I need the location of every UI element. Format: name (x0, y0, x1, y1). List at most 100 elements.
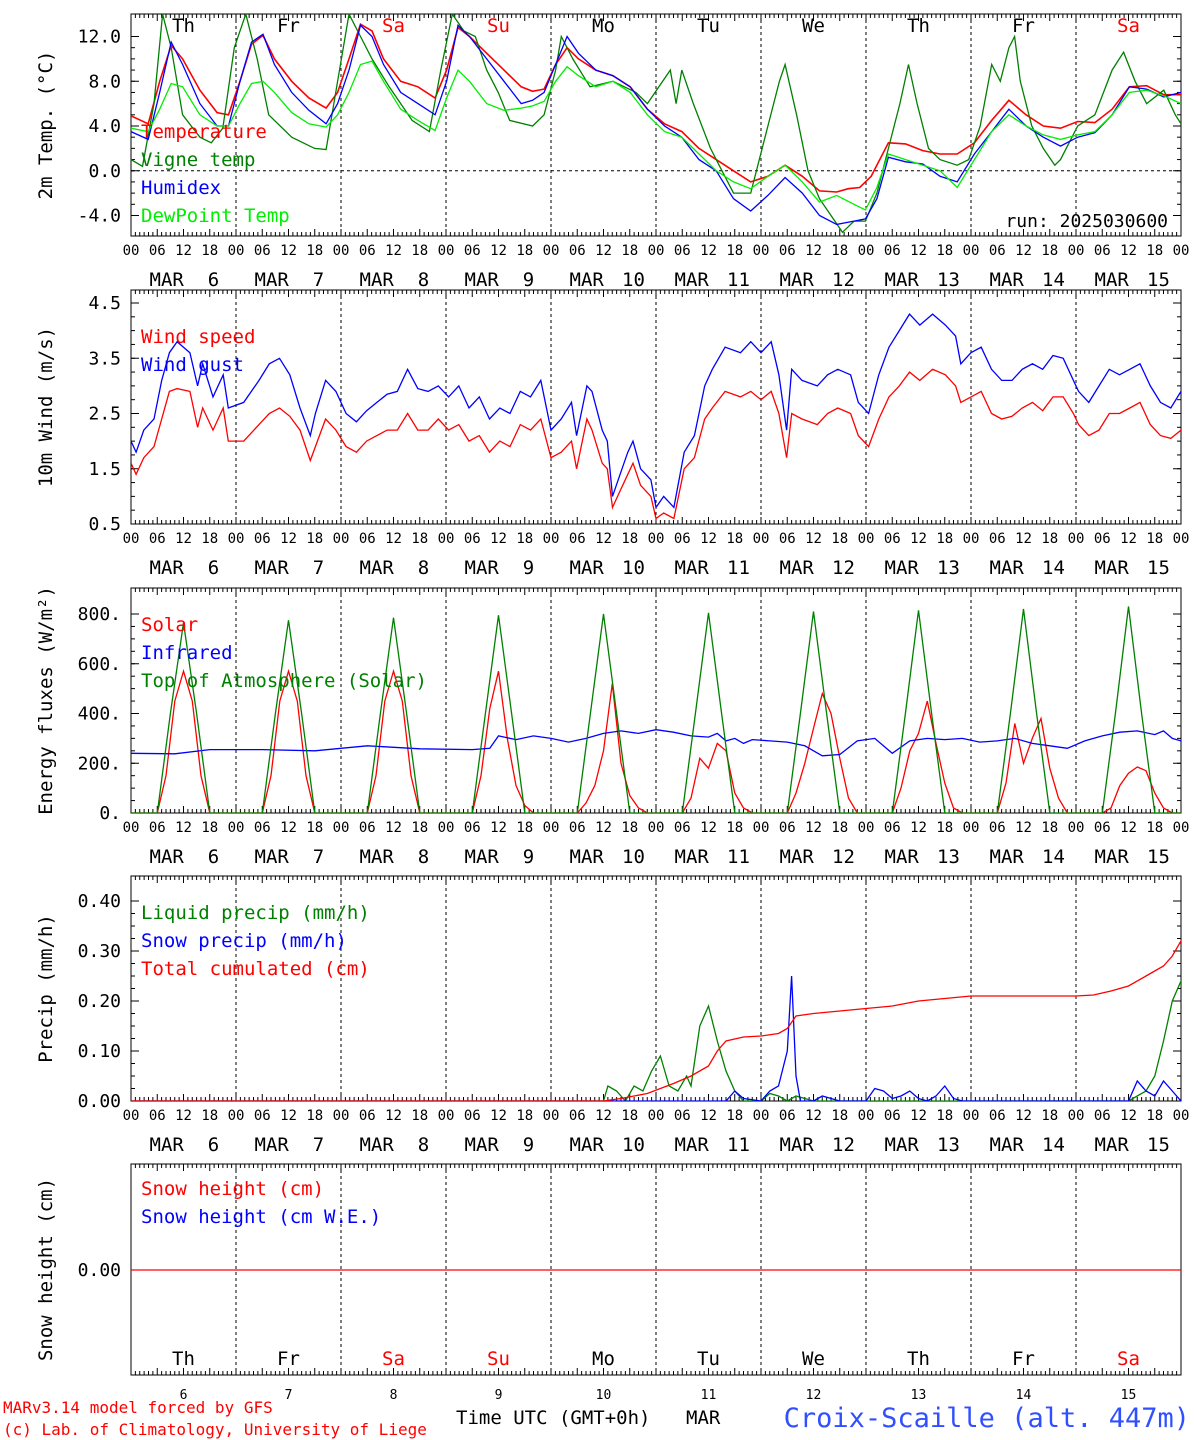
date-label: 8 (390, 1388, 398, 1403)
hour-tick-label: 12 (910, 1108, 927, 1124)
hour-tick-label: 06 (254, 531, 271, 547)
hour-tick-label: 00 (1173, 531, 1190, 547)
y-tick-label: 12.0 (78, 27, 121, 48)
hour-tick-label: 00 (753, 1108, 770, 1124)
hour-tick-label: 00 (1173, 1108, 1190, 1124)
hour-tick-label: 00 (963, 1108, 980, 1124)
series-line-top-of-atmosphere-solar- (131, 606, 1181, 813)
hour-tick-label: 00 (963, 531, 980, 547)
date-label: 9 (523, 1134, 534, 1156)
hour-tick-label: 06 (779, 531, 796, 547)
month-label: MAR (885, 557, 920, 579)
month-label: MAR (990, 269, 1025, 291)
hour-tick-label: 00 (858, 1108, 875, 1124)
month-label: MAR (885, 846, 920, 868)
date-label: 10 (622, 1134, 645, 1156)
hour-tick-label: 12 (175, 243, 192, 259)
date-label: 10 (622, 269, 645, 291)
hour-tick-label: 12 (910, 243, 927, 259)
hour-tick-label: 12 (385, 820, 402, 836)
y-tick-label: 0.40 (78, 891, 121, 912)
hour-tick-label: 06 (779, 243, 796, 259)
hour-tick-label: 06 (674, 531, 691, 547)
y-tick-label: 200. (78, 753, 121, 774)
hour-tick-label: 18 (936, 820, 953, 836)
y-tick-label: 4.0 (88, 116, 121, 137)
month-label: MAR (780, 846, 815, 868)
hour-tick-label: 06 (779, 820, 796, 836)
y-tick-label: 0.10 (78, 1041, 121, 1062)
hour-tick-label: 12 (805, 820, 822, 836)
hour-tick-label: 00 (858, 820, 875, 836)
hour-tick-label: 18 (1146, 531, 1163, 547)
station-title: Croix-Scaille (alt. 447m) (784, 1403, 1190, 1434)
hour-tick-label: 00 (123, 1108, 140, 1124)
date-label: 7 (285, 1388, 293, 1403)
hour-tick-label: 06 (779, 1108, 796, 1124)
date-label: 12 (832, 1134, 855, 1156)
month-label: MAR (780, 557, 815, 579)
month-label: MAR (570, 846, 605, 868)
day-label: Sa (382, 15, 405, 37)
hour-tick-label: 00 (963, 820, 980, 836)
hour-tick-label: 12 (595, 1108, 612, 1124)
hour-tick-label: 06 (1094, 1108, 1111, 1124)
date-label: 12 (832, 846, 855, 868)
hour-tick-label: 06 (254, 1108, 271, 1124)
hour-tick-label: 12 (280, 243, 297, 259)
hour-tick-label: 18 (621, 243, 638, 259)
hour-tick-label: 00 (753, 820, 770, 836)
hour-tick-label: 06 (359, 820, 376, 836)
hour-tick-label: 12 (175, 1108, 192, 1124)
month-label: MAR (255, 557, 290, 579)
hour-tick-label: 18 (726, 243, 743, 259)
hour-tick-label: 18 (411, 531, 428, 547)
hour-tick-label: 06 (989, 243, 1006, 259)
date-label: 9 (495, 1388, 503, 1403)
hour-tick-label: 18 (516, 1108, 533, 1124)
day-label: Sa (1117, 15, 1140, 37)
date-label: 13 (937, 269, 960, 291)
month-label: MAR (990, 1134, 1025, 1156)
date-label: 7 (313, 846, 324, 868)
hour-tick-label: 18 (201, 243, 218, 259)
hour-tick-label: 18 (201, 1108, 218, 1124)
hour-tick-label: 12 (595, 531, 612, 547)
hour-tick-label: 12 (910, 820, 927, 836)
day-label: We (802, 15, 825, 37)
date-label: 10 (596, 1388, 612, 1403)
hour-tick-label: 12 (280, 820, 297, 836)
month-label: MAR (150, 557, 185, 579)
date-label: 11 (727, 557, 750, 579)
date-label: 9 (523, 846, 534, 868)
month-label: MAR (465, 846, 500, 868)
y-tick-label: 0.30 (78, 941, 121, 962)
hour-tick-label: 00 (228, 243, 245, 259)
hour-tick-label: 18 (516, 531, 533, 547)
hour-tick-label: 18 (201, 531, 218, 547)
hour-tick-label: 18 (411, 1108, 428, 1124)
day-label: Fr (1012, 1348, 1035, 1370)
credit-line-1: MARv3.14 model forced by GFS (3, 1398, 273, 1417)
month-label: MAR (150, 846, 185, 868)
y-axis-label: 2m Temp. (°C) (35, 51, 57, 200)
hour-tick-label: 12 (700, 1108, 717, 1124)
date-label: 6 (180, 1388, 188, 1403)
date-label: 12 (806, 1388, 822, 1403)
y-tick-label: 800. (78, 604, 121, 625)
hour-tick-label: 12 (280, 1108, 297, 1124)
hour-tick-label: 06 (884, 243, 901, 259)
date-label: 15 (1121, 1388, 1137, 1403)
hour-tick-label: 12 (1120, 820, 1137, 836)
day-label: Tu (697, 15, 720, 37)
month-label: MAR (675, 1134, 710, 1156)
hour-tick-label: 12 (385, 1108, 402, 1124)
day-label: Fr (277, 1348, 300, 1370)
series-line-humidex (131, 24, 1181, 226)
y-tick-label: 8.0 (88, 71, 121, 92)
month-label: MAR (255, 1134, 290, 1156)
day-label: Su (487, 15, 510, 37)
hour-tick-label: 18 (1041, 531, 1058, 547)
legend-entry: Vigne temp (141, 149, 255, 171)
hour-tick-label: 06 (569, 1108, 586, 1124)
